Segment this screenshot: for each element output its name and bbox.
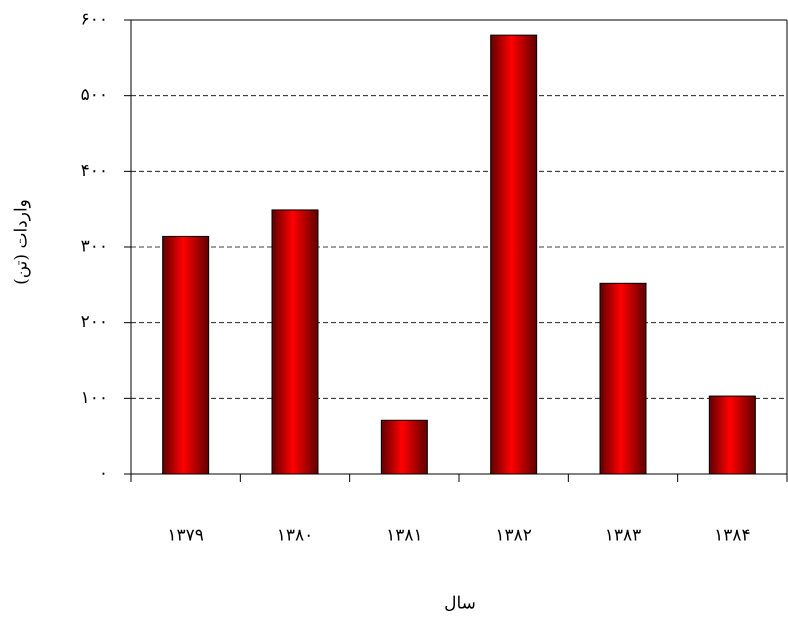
bar <box>490 34 538 475</box>
x-tick-label: ۱۳۸۴ <box>714 526 751 546</box>
x-tick-label: ۱۳۸۰ <box>277 526 314 546</box>
x-axis-title: سال <box>444 594 476 614</box>
y-tick-label: ۴۰۰ <box>81 161 108 181</box>
bar <box>708 395 756 475</box>
x-tick-label: ۱۳۸۳ <box>605 526 642 546</box>
y-tick-label: ۰ <box>99 464 108 484</box>
y-tick-label: ۵۰۰ <box>81 85 108 105</box>
y-tick-label: ۳۰۰ <box>81 237 108 257</box>
bar <box>162 235 210 475</box>
y-tick-label: ۲۰۰ <box>81 312 108 332</box>
y-tick-label: ۶۰۰ <box>81 10 108 30</box>
bar <box>380 419 428 475</box>
x-tick-label: ۱۳۸۱ <box>386 526 423 546</box>
y-axis-title: واردات (تن) <box>12 199 32 285</box>
x-tick-label: ۱۳۸۲ <box>495 526 532 546</box>
y-tick-label: ۱۰۰ <box>81 388 108 408</box>
x-tick-label: ۱۳۷۹ <box>167 526 204 546</box>
bar <box>271 209 319 475</box>
bar <box>599 282 647 475</box>
